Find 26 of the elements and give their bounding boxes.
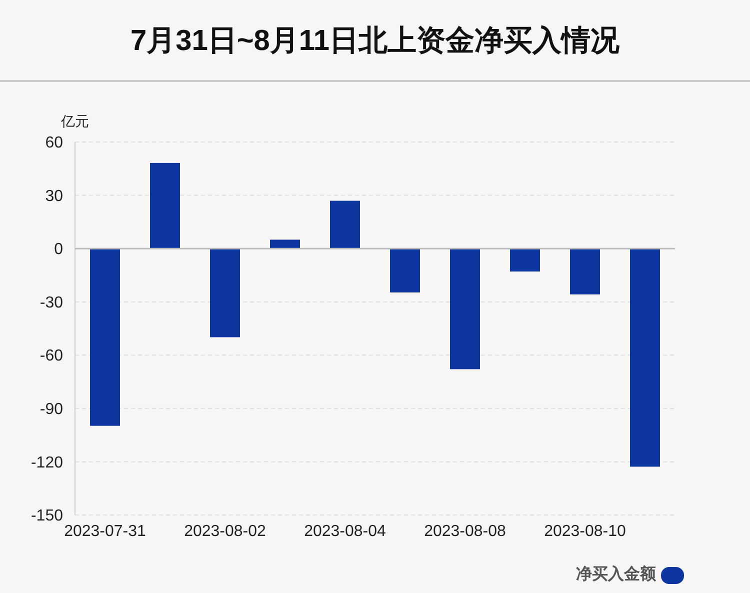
chart-title: 7月31日~8月11日北上资金净买入情况 — [130, 25, 621, 57]
y-tick-label: -30 — [40, 294, 64, 312]
bar — [570, 248, 600, 294]
y-tick-label: 30 — [45, 188, 64, 205]
x-tick-label: 2023-08-04 — [304, 523, 386, 540]
y-tick-label: -90 — [40, 401, 64, 418]
y-tick-label: 60 — [45, 134, 64, 152]
bar — [630, 248, 660, 467]
y-axis-title: 亿元 — [60, 113, 89, 129]
bar — [270, 240, 300, 249]
x-tick-label: 2023-08-02 — [184, 523, 266, 540]
x-tick-label: 2023-08-10 — [544, 523, 626, 540]
bar — [210, 248, 240, 338]
bar — [90, 248, 120, 426]
y-tick-label: -60 — [40, 348, 64, 365]
bar — [450, 248, 480, 370]
legend-label: 净买入金额 — [576, 565, 657, 583]
bar — [150, 162, 180, 249]
bar — [510, 248, 540, 272]
x-tick-label: 2023-08-08 — [424, 523, 506, 540]
bar — [390, 248, 420, 292]
y-tick-label: -150 — [30, 508, 64, 525]
y-tick-label: -120 — [30, 454, 64, 472]
x-tick-label: 2023-07-31 — [64, 523, 146, 540]
y-tick-label: 0 — [54, 241, 64, 258]
bar — [330, 200, 360, 249]
